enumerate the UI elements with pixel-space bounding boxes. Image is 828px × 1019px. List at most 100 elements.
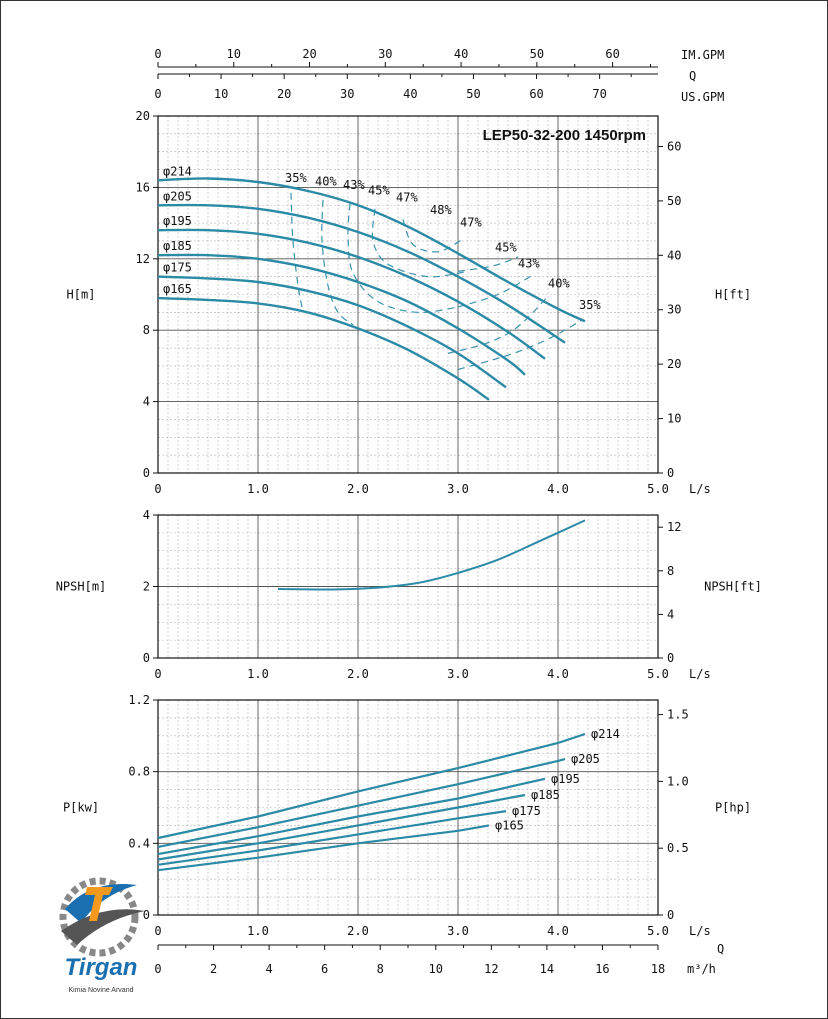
us-gpm-tick-label: 70 xyxy=(592,87,606,101)
us-gpm-tick-label: 30 xyxy=(340,87,354,101)
head-curve-label: φ205 xyxy=(163,189,192,203)
y-tick-label-left: 0.4 xyxy=(128,836,150,850)
m3h-tick-label: 8 xyxy=(377,962,384,976)
y-tick-label-left: 2 xyxy=(143,580,150,594)
efficiency-label: 48% xyxy=(430,203,452,217)
efficiency-contour xyxy=(290,192,304,313)
x-tick-label: 1.0 xyxy=(247,482,269,496)
us-gpm-tick-label: 0 xyxy=(154,87,161,101)
y-tick-label-right: 12 xyxy=(667,520,681,534)
x-tick-label: 2.0 xyxy=(347,924,369,938)
power-curve xyxy=(157,793,526,861)
efficiency-contour xyxy=(457,274,534,308)
m3h-label: m³/h xyxy=(687,962,716,976)
m3h-tick-label: 4 xyxy=(265,962,272,976)
npsh-curve xyxy=(277,519,586,591)
y-tick-label-left: 0 xyxy=(143,466,150,480)
power-curve xyxy=(157,732,586,840)
efficiency-label: 40% xyxy=(548,276,570,290)
im-gpm-tick-label: 10 xyxy=(227,47,241,61)
x-tick-label: 0 xyxy=(154,924,161,938)
y-axis-label-right: P[hp] xyxy=(715,801,751,815)
power-curve xyxy=(157,824,490,872)
y-tick-label-right: 0 xyxy=(667,908,674,922)
head-curve-label: φ195 xyxy=(163,214,192,228)
head-curve-label: φ214 xyxy=(163,164,192,178)
head-curve xyxy=(157,253,526,376)
x-tick-label: 4.0 xyxy=(547,482,569,496)
head-curve-label: φ165 xyxy=(163,282,192,296)
y-tick-label-left: 0.8 xyxy=(128,765,150,779)
head-curve xyxy=(157,296,490,401)
y-axis-label-left: P[kw] xyxy=(63,801,99,815)
power-curve-label: φ195 xyxy=(551,772,580,786)
efficiency-contour xyxy=(371,208,469,278)
x-tick-label: 5.0 xyxy=(647,482,669,496)
us-gpm-label: US.GPM xyxy=(681,90,724,104)
m3h-tick-label: 2 xyxy=(210,962,217,976)
y-axis-label-right: NPSH[ft] xyxy=(704,580,762,594)
chart-title: LEP50-32-200 1450rpm xyxy=(483,127,646,144)
x-tick-label: 0 xyxy=(154,667,161,681)
y-tick-label-right: 4 xyxy=(667,607,674,621)
y-axis-label-left: NPSH[m] xyxy=(56,580,107,594)
im-gpm-tick-label: 60 xyxy=(605,47,619,61)
head-curve xyxy=(157,275,507,389)
q-label-top: Q xyxy=(689,69,696,83)
y-tick-label-left: 16 xyxy=(136,180,150,194)
x-tick-label: 0 xyxy=(154,482,161,496)
power-curve xyxy=(157,777,546,856)
y-tick-label-right: 0.5 xyxy=(667,841,689,855)
x-axis-label: L/s xyxy=(689,924,711,938)
y-tick-label-right: 1.0 xyxy=(667,774,689,788)
im-gpm-tick-label: 30 xyxy=(378,47,392,61)
y-tick-label-left: 12 xyxy=(136,252,150,266)
y-tick-label-right: 50 xyxy=(667,194,681,208)
logo-mark-icon: Tirgan Kimia Novine Arvand xyxy=(59,877,145,994)
m3h-tick-label: 16 xyxy=(595,962,609,976)
efficiency-label: 40% xyxy=(315,175,337,189)
q-label-bottom: Q xyxy=(717,942,724,956)
power-curve xyxy=(157,758,566,848)
head-curve-label: φ175 xyxy=(163,261,192,275)
y-tick-label-left: 4 xyxy=(143,395,150,409)
efficiency-label: 35% xyxy=(579,298,601,312)
x-tick-label: 2.0 xyxy=(347,482,369,496)
y-tick-label-right: 10 xyxy=(667,412,681,426)
im-gpm-tick-label: 40 xyxy=(454,47,468,61)
x-tick-label: 5.0 xyxy=(647,667,669,681)
m3h-tick-label: 10 xyxy=(429,962,443,976)
y-tick-label-right: 0 xyxy=(667,466,674,480)
power-curve-label: φ214 xyxy=(591,727,620,741)
x-tick-label: 3.0 xyxy=(447,667,469,681)
tirgan-logo: Tirgan Kimia Novine Arvand xyxy=(41,859,161,999)
im-gpm-tick-label: 0 xyxy=(154,47,161,61)
efficiency-contour xyxy=(447,295,549,354)
y-tick-label-left: 0 xyxy=(143,651,150,665)
plot-frame xyxy=(157,699,659,916)
y-axis-label-right: H[ft] xyxy=(715,288,751,302)
y-tick-label-left: 0 xyxy=(143,908,150,922)
efficiency-label: 43% xyxy=(518,257,540,271)
x-tick-label: 1.0 xyxy=(247,667,269,681)
plot-frame xyxy=(157,115,659,474)
y-tick-label-right: 60 xyxy=(667,139,681,153)
m3h-tick-label: 12 xyxy=(484,962,498,976)
x-axis-label: L/s xyxy=(689,667,711,681)
y-tick-label-right: 0 xyxy=(667,651,674,665)
m3h-tick-label: 18 xyxy=(651,962,665,976)
efficiency-label: 45% xyxy=(368,184,390,198)
x-tick-label: 4.0 xyxy=(547,667,569,681)
us-gpm-tick-label: 50 xyxy=(466,87,480,101)
x-tick-label: 1.0 xyxy=(247,924,269,938)
y-tick-label-right: 30 xyxy=(667,303,681,317)
head-curve xyxy=(157,203,566,344)
efficiency-contour xyxy=(347,203,459,314)
y-tick-label-left: 4 xyxy=(143,508,150,522)
head-curve xyxy=(157,177,586,323)
im-gpm-tick-label: 20 xyxy=(302,47,316,61)
head-curve xyxy=(157,228,546,360)
efficiency-contour xyxy=(321,199,354,326)
efficiency-label: 45% xyxy=(495,241,517,255)
